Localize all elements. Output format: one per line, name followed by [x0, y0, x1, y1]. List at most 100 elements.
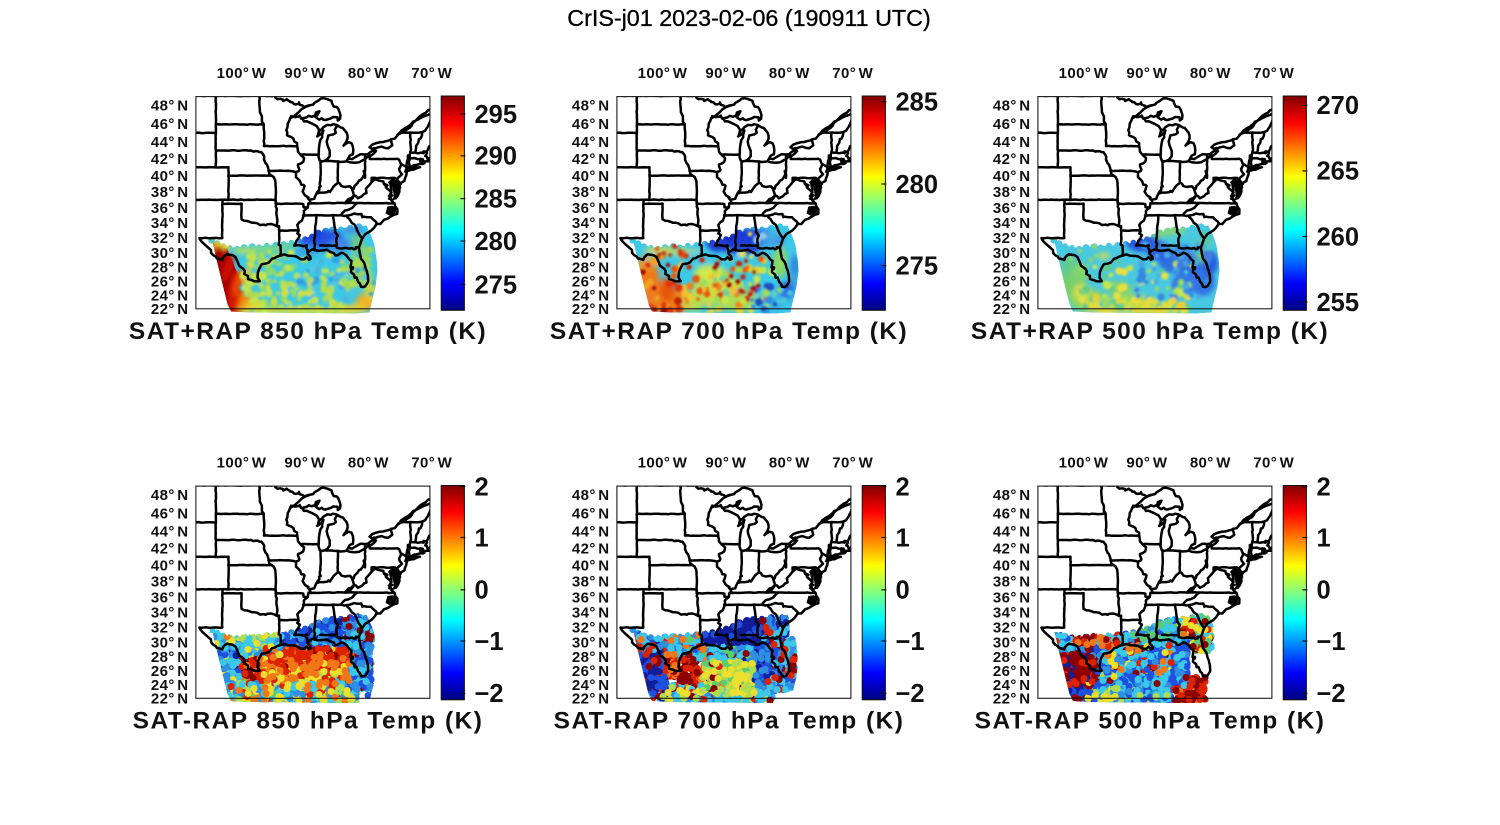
svg-text:30°N: 30° N — [572, 245, 610, 262]
svg-text:46°N: 46° N — [572, 116, 610, 133]
svg-text:42°N: 42° N — [993, 151, 1031, 168]
svg-text:275: 275 — [896, 252, 939, 280]
svg-text:28°N: 28° N — [151, 259, 189, 276]
svg-text:38°N: 38° N — [572, 574, 610, 591]
svg-text:36°N: 36° N — [151, 200, 189, 217]
svg-text:42°N: 42° N — [151, 541, 189, 558]
svg-text:285: 285 — [896, 88, 939, 116]
svg-text:−2: −2 — [475, 680, 504, 708]
svg-text:48°N: 48° N — [993, 487, 1031, 504]
svg-text:38°N: 38° N — [993, 574, 1031, 591]
svg-text:42°N: 42° N — [151, 151, 189, 168]
svg-text:40°N: 40° N — [572, 168, 610, 185]
svg-text:70°W: 70° W — [832, 65, 873, 82]
svg-text:2: 2 — [1317, 473, 1331, 501]
svg-text:70°W: 70° W — [832, 454, 873, 471]
svg-text:90°W: 90° W — [1126, 454, 1167, 471]
svg-text:42°N: 42° N — [572, 151, 610, 168]
svg-text:80°W: 80° W — [769, 65, 810, 82]
svg-text:36°N: 36° N — [993, 589, 1031, 606]
svg-text:SAT+RAP 700 hPa Temp (K): SAT+RAP 700 hPa Temp (K) — [550, 318, 908, 345]
svg-text:270: 270 — [1317, 92, 1360, 120]
svg-text:44°N: 44° N — [572, 134, 610, 151]
svg-text:26°N: 26° N — [993, 274, 1031, 291]
svg-text:38°N: 38° N — [993, 184, 1031, 201]
svg-text:36°N: 36° N — [572, 200, 610, 217]
svg-text:48°N: 48° N — [151, 98, 189, 115]
svg-text:30°N: 30° N — [993, 634, 1031, 651]
svg-text:26°N: 26° N — [572, 274, 610, 291]
svg-text:265: 265 — [1317, 158, 1360, 186]
svg-text:38°N: 38° N — [572, 184, 610, 201]
svg-text:32°N: 32° N — [993, 230, 1031, 247]
svg-text:46°N: 46° N — [151, 116, 189, 133]
svg-text:26°N: 26° N — [151, 274, 189, 291]
svg-text:2: 2 — [475, 473, 489, 501]
svg-text:32°N: 32° N — [572, 620, 610, 637]
svg-text:44°N: 44° N — [151, 134, 189, 151]
svg-text:30°N: 30° N — [151, 245, 189, 262]
svg-text:280: 280 — [896, 171, 939, 199]
svg-text:70°W: 70° W — [411, 454, 452, 471]
svg-text:100°W: 100° W — [638, 454, 688, 471]
svg-text:24°N: 24° N — [572, 287, 610, 304]
svg-text:48°N: 48° N — [993, 98, 1031, 115]
svg-text:0: 0 — [1317, 577, 1331, 605]
svg-text:40°N: 40° N — [151, 168, 189, 185]
svg-text:40°N: 40° N — [993, 557, 1031, 574]
svg-text:24°N: 24° N — [993, 287, 1031, 304]
svg-text:36°N: 36° N — [993, 200, 1031, 217]
svg-text:38°N: 38° N — [151, 184, 189, 201]
svg-text:30°N: 30° N — [993, 245, 1031, 262]
svg-text:34°N: 34° N — [993, 215, 1031, 232]
svg-text:2: 2 — [896, 473, 910, 501]
svg-text:46°N: 46° N — [993, 116, 1031, 133]
svg-text:SAT-RAP 850 hPa Temp (K): SAT-RAP 850 hPa Temp (K) — [133, 708, 484, 735]
svg-text:−1: −1 — [896, 628, 925, 656]
svg-text:24°N: 24° N — [572, 677, 610, 694]
svg-text:255: 255 — [1317, 289, 1360, 317]
svg-text:SAT-RAP 700 hPa Temp (K): SAT-RAP 700 hPa Temp (K) — [554, 708, 905, 735]
svg-text:−1: −1 — [1317, 628, 1346, 656]
svg-text:260: 260 — [1317, 223, 1360, 251]
svg-text:34°N: 34° N — [151, 605, 189, 622]
svg-text:SAT+RAP 500 hPa Temp (K): SAT+RAP 500 hPa Temp (K) — [971, 318, 1329, 345]
svg-text:32°N: 32° N — [151, 620, 189, 637]
svg-text:46°N: 46° N — [572, 506, 610, 523]
svg-text:285: 285 — [475, 185, 518, 213]
svg-text:100°W: 100° W — [217, 454, 267, 471]
svg-text:34°N: 34° N — [572, 605, 610, 622]
svg-text:34°N: 34° N — [572, 215, 610, 232]
svg-text:22°N: 22° N — [993, 301, 1031, 318]
svg-text:38°N: 38° N — [151, 574, 189, 591]
svg-text:28°N: 28° N — [993, 259, 1031, 276]
svg-text:46°N: 46° N — [151, 506, 189, 523]
svg-text:32°N: 32° N — [572, 230, 610, 247]
svg-text:24°N: 24° N — [993, 677, 1031, 694]
svg-text:275: 275 — [475, 271, 518, 299]
svg-text:90°W: 90° W — [705, 65, 746, 82]
svg-text:30°N: 30° N — [151, 634, 189, 651]
svg-text:SAT-RAP 500 hPa Temp (K): SAT-RAP 500 hPa Temp (K) — [975, 708, 1326, 735]
svg-text:90°W: 90° W — [1126, 65, 1167, 82]
svg-text:34°N: 34° N — [151, 215, 189, 232]
svg-text:26°N: 26° N — [572, 663, 610, 680]
svg-text:22°N: 22° N — [151, 301, 189, 318]
svg-text:24°N: 24° N — [151, 677, 189, 694]
svg-text:44°N: 44° N — [572, 523, 610, 540]
svg-text:32°N: 32° N — [993, 620, 1031, 637]
svg-text:80°W: 80° W — [1190, 454, 1231, 471]
svg-text:26°N: 26° N — [151, 663, 189, 680]
svg-text:44°N: 44° N — [151, 523, 189, 540]
svg-text:1: 1 — [1317, 524, 1331, 552]
svg-text:36°N: 36° N — [151, 589, 189, 606]
svg-text:48°N: 48° N — [151, 487, 189, 504]
svg-text:100°W: 100° W — [638, 65, 688, 82]
svg-text:100°W: 100° W — [1059, 454, 1109, 471]
svg-text:48°N: 48° N — [572, 487, 610, 504]
svg-text:80°W: 80° W — [348, 65, 389, 82]
svg-text:48°N: 48° N — [572, 98, 610, 115]
svg-text:34°N: 34° N — [993, 605, 1031, 622]
svg-text:40°N: 40° N — [151, 557, 189, 574]
svg-text:44°N: 44° N — [993, 523, 1031, 540]
